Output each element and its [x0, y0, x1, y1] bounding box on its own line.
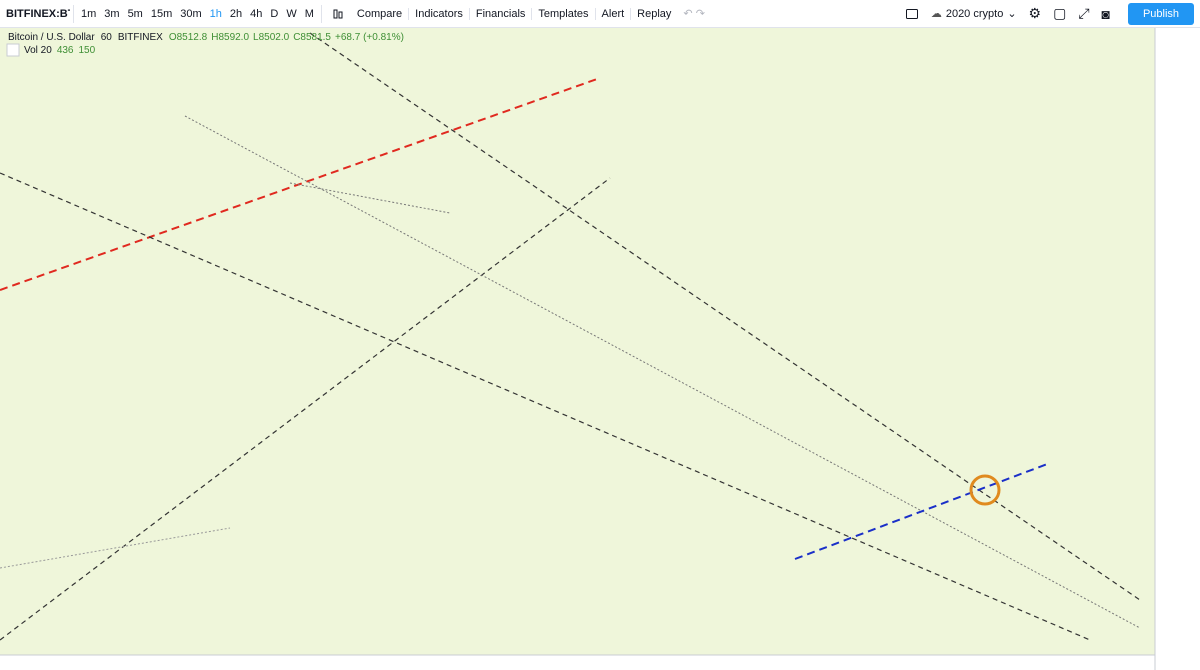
- fullscreen-box[interactable]: [899, 7, 925, 21]
- drawings: [0, 32, 1141, 641]
- toolbar-item[interactable]: Replay: [630, 7, 677, 20]
- interval[interactable]: 1h: [209, 7, 222, 20]
- collapse-button[interactable]: [6, 43, 20, 57]
- price-axis: [1155, 28, 1200, 670]
- separator: [320, 4, 322, 23]
- icons[interactable]: ⚙ ▢ ⤢ ◙: [1028, 5, 1110, 22]
- undo-redo[interactable]: ↶ ↷: [683, 8, 705, 20]
- interval[interactable]: 30m: [180, 7, 202, 20]
- layout-name: 2020 crypto: [945, 7, 1004, 20]
- trend-line: [0, 77, 601, 291]
- symbol[interactable]: BITFINEX:BT: [6, 7, 70, 20]
- legend-name: Bitcoin / U.S. Dollar 60 BITFINEX O8512.8 H8…: [8, 32, 404, 43]
- highlight-circle: [969, 474, 1001, 506]
- interval[interactable]: 2h: [229, 7, 243, 20]
- interval[interactable]: 15m: [150, 7, 173, 20]
- interval[interactable]: 4h: [250, 7, 263, 20]
- trend-line: [289, 182, 451, 214]
- interval[interactable]: M: [304, 7, 314, 20]
- legend-volume: Vol 20 436 150: [24, 45, 96, 56]
- trend-line: [0, 527, 231, 569]
- toolbar-item[interactable]: Templates: [531, 7, 594, 20]
- plot-background: [0, 28, 1155, 655]
- interval[interactable]: D: [270, 7, 279, 20]
- toolbar-item[interactable]: Financials: [468, 7, 532, 20]
- toolbar-item[interactable]: Compare: [356, 7, 403, 20]
- chart: Bitcoin / U.S. Dollar 60 BITFINEX O8512.8 H8…: [0, 28, 1200, 670]
- interval[interactable]: W: [286, 7, 297, 20]
- trend-line: [184, 115, 1141, 629]
- toolbar-item[interactable]: Alert: [594, 7, 631, 20]
- interval[interactable]: 3m: [104, 7, 120, 20]
- separator: [73, 4, 74, 23]
- trend-line: [794, 462, 1051, 560]
- publish-button[interactable]: Publish: [1128, 3, 1194, 25]
- chart-type[interactable]: [325, 7, 351, 21]
- layout[interactable]: ☁ 2020 crypto ⌄: [930, 7, 1017, 21]
- toolbar: BITFINEX:BT 1m 3m 5m 15m 30m 1h 2h 4h D W M Compar…: [0, 0, 1200, 28]
- trend-line: [0, 177, 611, 641]
- trend-line: [309, 32, 1141, 601]
- time-axis: [0, 655, 1155, 670]
- interval[interactable]: 5m: [127, 7, 143, 20]
- toolbar-item[interactable]: Indicators: [408, 7, 469, 20]
- toolbar-items: Compare Indicators Financials Templates Aler…: [351, 7, 678, 20]
- intervals: 1m 3m 5m 15m 30m 1h 2h 4h D W M: [77, 8, 318, 20]
- interval[interactable]: 1m: [81, 7, 97, 20]
